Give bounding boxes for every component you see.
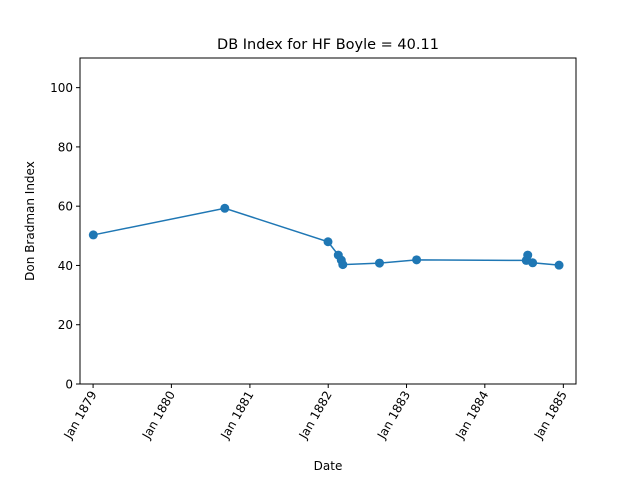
x-tick-label: Jan 1881 (217, 389, 256, 443)
y-axis: 0 20 40 60 80 100 (50, 81, 80, 392)
data-point (412, 255, 422, 265)
data-point (528, 258, 538, 268)
data-point (523, 250, 533, 260)
data-point (554, 260, 564, 270)
y-tick-label: 20 (58, 318, 73, 332)
series-line (93, 207, 560, 266)
plot-area-frame (79, 57, 577, 385)
chart-title: DB Index for HF Boyle = 40.11 (217, 37, 439, 53)
y-tick-label: 0 (65, 378, 73, 392)
data-point (88, 230, 98, 240)
y-tick-label: 80 (58, 140, 73, 154)
x-tick-label: Jan 1884 (452, 388, 491, 442)
x-tick-label: Jan 1882 (296, 389, 335, 443)
data-point (338, 260, 348, 270)
data-point (323, 237, 333, 247)
x-tick-label: Jan 1885 (531, 389, 570, 443)
y-tick-label: 100 (50, 81, 73, 95)
x-tick-label: Jan 1879 (61, 389, 100, 443)
x-axis: Jan 1879 Jan 1880 Jan 1881 Jan 1882 Jan 1883… (61, 384, 570, 442)
data-point (374, 258, 384, 268)
x-axis-label: Date (314, 459, 343, 473)
x-tick-label: Jan 1883 (374, 389, 413, 443)
y-axis-label: Don Bradman Index (23, 161, 37, 281)
x-tick-label: Jan 1880 (139, 389, 178, 443)
y-tick-label: 60 (58, 200, 73, 214)
data-point (220, 203, 230, 213)
y-tick-label: 40 (58, 259, 73, 273)
